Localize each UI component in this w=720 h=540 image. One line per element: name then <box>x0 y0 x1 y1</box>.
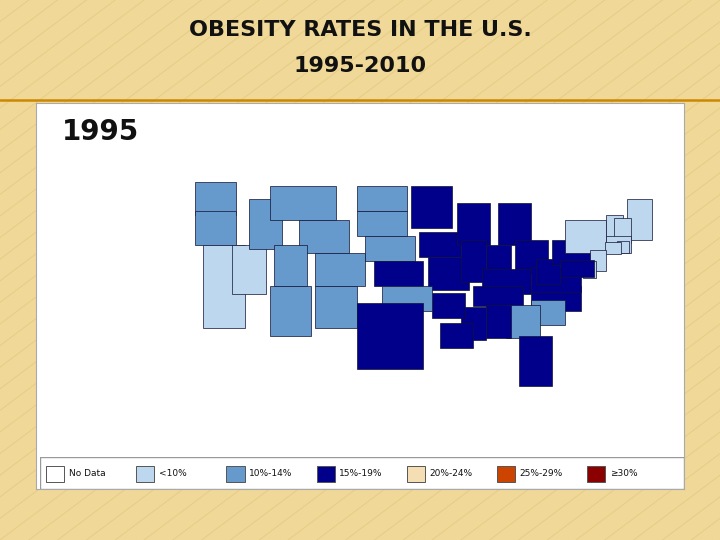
Bar <box>461 240 486 282</box>
Bar <box>506 305 540 339</box>
Ellipse shape <box>205 437 215 459</box>
Ellipse shape <box>188 440 195 453</box>
Bar <box>519 336 552 386</box>
Bar <box>270 186 336 220</box>
Bar <box>440 323 473 348</box>
Bar <box>583 261 595 278</box>
Bar <box>590 250 606 271</box>
Bar <box>560 260 594 277</box>
Bar <box>552 240 594 265</box>
Bar <box>365 237 415 261</box>
Ellipse shape <box>197 441 204 454</box>
Bar <box>461 307 486 340</box>
Text: 1995: 1995 <box>62 118 139 146</box>
Bar <box>605 242 621 254</box>
Text: 20%-24%: 20%-24% <box>429 469 472 477</box>
Bar <box>299 220 348 253</box>
Bar <box>233 245 266 294</box>
Bar <box>357 211 407 237</box>
Bar <box>203 245 245 328</box>
Bar <box>627 199 652 240</box>
Bar <box>482 269 531 294</box>
Text: ≥30%: ≥30% <box>610 469 637 477</box>
Bar <box>136 466 154 482</box>
Bar <box>497 466 516 482</box>
Bar <box>315 286 357 328</box>
Bar <box>428 257 469 291</box>
Ellipse shape <box>156 437 167 456</box>
Bar <box>357 303 423 369</box>
Circle shape <box>71 458 77 462</box>
Circle shape <box>89 461 94 464</box>
Bar <box>606 237 631 253</box>
Bar <box>531 286 581 311</box>
Polygon shape <box>46 388 156 455</box>
Bar <box>195 211 236 245</box>
Bar <box>515 240 548 274</box>
Text: 15%-19%: 15%-19% <box>339 469 383 477</box>
Bar <box>357 186 407 211</box>
Ellipse shape <box>168 435 177 452</box>
Bar <box>616 241 629 253</box>
Text: OBESITY RATES IN THE U.S.: OBESITY RATES IN THE U.S. <box>189 19 531 40</box>
Bar <box>382 286 432 311</box>
Ellipse shape <box>178 437 186 453</box>
Text: CDC: CDC <box>73 208 118 227</box>
Bar <box>195 183 236 215</box>
Bar <box>46 466 64 482</box>
Bar <box>473 286 523 307</box>
Bar <box>374 261 423 286</box>
Text: No Data: No Data <box>68 469 105 477</box>
Bar <box>270 286 311 336</box>
Bar <box>531 300 564 325</box>
Bar <box>274 245 307 286</box>
Bar <box>536 259 560 284</box>
Bar <box>419 232 461 257</box>
Bar <box>456 203 490 245</box>
Bar <box>564 220 606 253</box>
Bar <box>411 186 452 228</box>
Bar <box>588 466 606 482</box>
Bar <box>407 466 425 482</box>
Bar <box>606 215 623 240</box>
Text: 25%-29%: 25%-29% <box>520 469 563 477</box>
Bar <box>249 199 282 249</box>
Bar <box>614 218 631 243</box>
Bar <box>317 466 335 482</box>
Bar <box>227 466 245 482</box>
Circle shape <box>105 462 109 465</box>
Bar <box>486 245 510 278</box>
Text: 10%-14%: 10%-14% <box>249 469 292 477</box>
Text: 1995-2010: 1995-2010 <box>294 56 426 77</box>
Text: <10%: <10% <box>159 469 186 477</box>
Bar <box>432 293 465 318</box>
Bar <box>486 305 510 339</box>
Bar <box>531 267 581 292</box>
Text: SAFER·HEALTHIER·PEOPLE: SAFER·HEALTHIER·PEOPLE <box>68 234 122 238</box>
Bar <box>498 203 531 245</box>
Bar <box>315 253 365 286</box>
